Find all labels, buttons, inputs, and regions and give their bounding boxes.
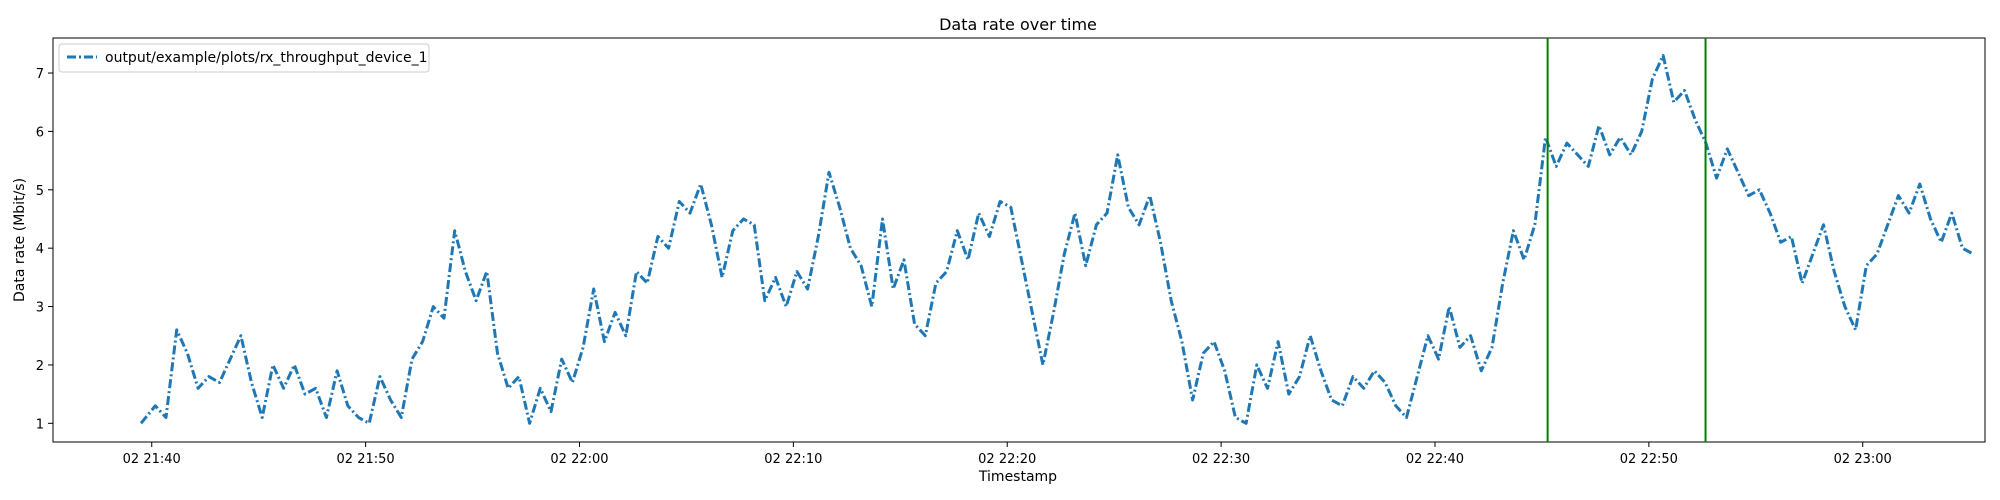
legend-box (58, 43, 430, 73)
x-tick-label: 02 21:40 (123, 452, 181, 467)
y-tick-label: 4 (36, 242, 44, 257)
x-tick-label: 02 22:10 (764, 452, 822, 467)
y-tick-label: 3 (36, 301, 44, 316)
legend: output/example/plots/rx_throughput_devic… (58, 43, 430, 73)
x-tick-label: 02 23:00 (1834, 452, 1892, 467)
legend-label: output/example/plots/rx_throughput_devic… (105, 50, 428, 66)
x-tick-label: 02 22:00 (550, 452, 608, 467)
x-axis: 02 21:40 02 21:50 02 22:00 02 22:10 02 22:20… (123, 442, 1892, 467)
x-tick-label: 02 21:50 (337, 452, 395, 467)
plot-frame (52, 37, 1986, 443)
x-tick-label: 02 22:40 (1406, 452, 1464, 467)
plot-area (52, 37, 1986, 443)
y-tick-label: 7 (36, 67, 44, 82)
y-axis-label: Data rate (Mbit/s) (12, 178, 28, 302)
series-line (139, 54, 1974, 425)
y-tick-label: 1 (36, 417, 44, 432)
y-tick-label: 6 (36, 125, 44, 140)
y-axis: 1 2 3 4 5 6 7 (36, 67, 53, 432)
x-tick-label: 02 22:30 (1192, 452, 1250, 467)
x-tick-label: 02 22:50 (1620, 452, 1678, 467)
x-tick-label: 02 22:20 (978, 452, 1036, 467)
x-axis-label: Timestamp (978, 469, 1057, 485)
y-tick-label: 2 (36, 359, 44, 374)
y-tick-label: 5 (36, 184, 44, 199)
chart-title: Data rate over time (939, 15, 1097, 34)
